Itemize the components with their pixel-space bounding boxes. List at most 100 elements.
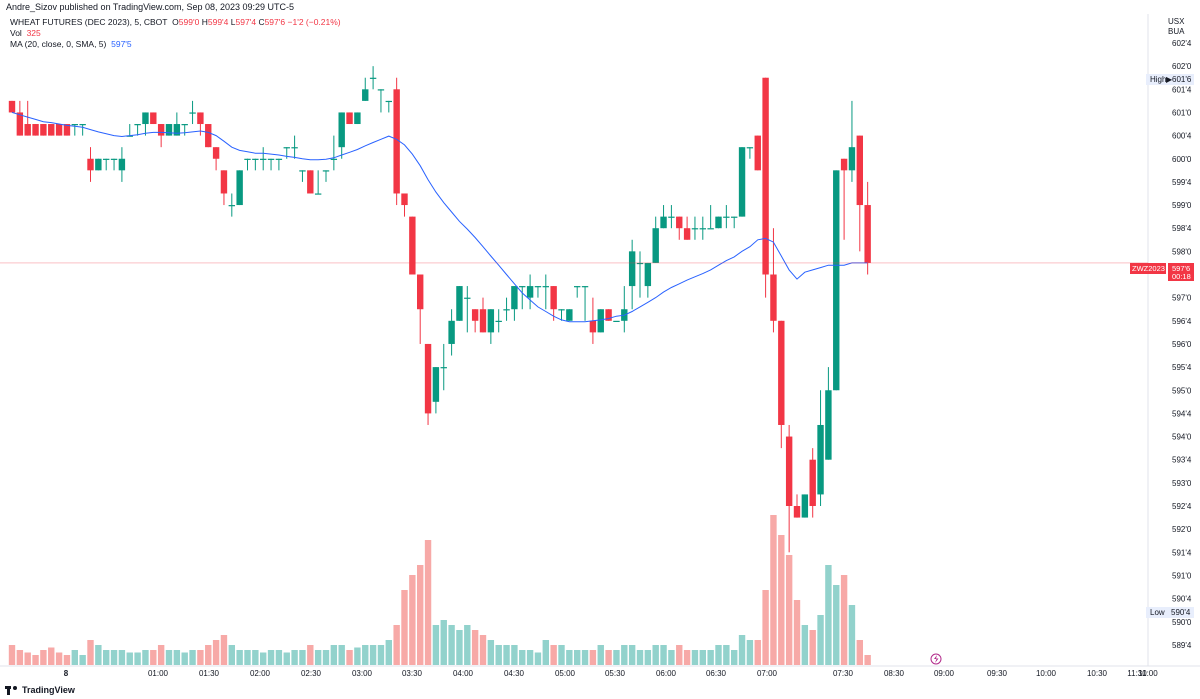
candle (550, 286, 557, 321)
candle-body (511, 286, 518, 310)
candle (330, 135, 338, 171)
volume-bar (746, 640, 754, 665)
volume-bar (424, 540, 432, 665)
legend-ma-label: MA (20, close, 0, SMA, 5) (10, 39, 107, 49)
candle (79, 124, 86, 136)
candle (228, 193, 235, 217)
candle-body (456, 286, 463, 321)
volume-bar (511, 645, 518, 665)
volume-bar (534, 652, 542, 665)
candle-body (487, 309, 495, 333)
time-tick-label: 08:30 (884, 669, 905, 678)
volume-bar (79, 655, 86, 665)
volume-bar (699, 650, 706, 665)
legend-ma-row: MA (20, close, 0, SMA, 5) 597'5 (10, 39, 341, 50)
last-price-badge: ZWZ2023 597'6 00:18 (1130, 263, 1194, 281)
candle-body (589, 320, 597, 333)
candle (785, 424, 793, 553)
candle (181, 124, 188, 136)
candle-body (809, 459, 816, 506)
candle-body (731, 216, 738, 218)
candle-body (723, 216, 730, 218)
price-tick-label: 591'4 (1172, 548, 1192, 557)
candle-body (165, 124, 173, 136)
legend-high: 599'4 (207, 17, 229, 27)
volume-bar (393, 625, 400, 665)
candle (354, 112, 361, 125)
candle (628, 239, 636, 310)
candle-body (291, 147, 298, 149)
candle-body (691, 228, 699, 230)
candle (668, 205, 675, 229)
volume-bar (173, 650, 181, 665)
candle-body (848, 147, 856, 171)
volume-bar (762, 590, 769, 665)
candle-body (503, 309, 510, 311)
candle-body (32, 124, 39, 136)
candle-body (597, 309, 604, 333)
time-axis[interactable]: 8 01:00 01:30 02:00 02:30 03:00 03:30 04:00 04:3… (64, 669, 1158, 678)
candle-body (307, 170, 314, 194)
time-tick-label: 09:30 (987, 669, 1008, 678)
candle-body (746, 147, 754, 149)
legend-close: 597'6 (264, 17, 286, 27)
tradingview-logo-icon (5, 685, 19, 695)
legend-vol-row: Vol 325 (10, 28, 341, 39)
candle (495, 309, 502, 333)
price-tick-label: 597'0 (1172, 294, 1192, 303)
candle-body (110, 158, 118, 160)
volume-bar (157, 645, 165, 665)
candle-body (574, 286, 581, 288)
unit-line-2: BUA (1168, 27, 1185, 36)
candle (597, 309, 604, 333)
candle-body (369, 77, 377, 79)
candle (833, 170, 840, 391)
candle (487, 309, 495, 344)
candle (793, 494, 801, 518)
time-tick-label: 03:30 (402, 669, 423, 678)
candle-body (628, 251, 636, 287)
volume-bar (644, 650, 652, 665)
volume-bar (683, 650, 691, 665)
candle-body (79, 124, 86, 126)
candle-body (432, 367, 440, 402)
candle-body (676, 216, 683, 229)
volume-bar (754, 640, 761, 665)
volume-bar (628, 645, 636, 665)
candle (566, 309, 573, 321)
legend-h-label: H (201, 17, 208, 27)
candle-body (660, 216, 667, 229)
candle-body (40, 124, 47, 136)
volume-bar (55, 652, 63, 665)
candle (385, 100, 392, 113)
candle-body (71, 124, 78, 126)
candle (770, 228, 777, 333)
candle (448, 309, 455, 356)
candle (746, 147, 754, 159)
volume-bar (48, 647, 55, 665)
volume-bar (731, 650, 738, 665)
candle-body (16, 112, 24, 136)
candle (212, 147, 220, 171)
candle-body (440, 367, 447, 369)
candle-body (354, 112, 361, 125)
tradingview-logo[interactable]: TradingView (5, 685, 75, 695)
volume-bar (825, 565, 832, 665)
candle-body (220, 170, 228, 194)
price-axis[interactable]: 602'4 602'0 601'4 601'0 600'4 600'0 599'4 599'0… (1172, 39, 1192, 650)
candle-body (644, 262, 652, 287)
candle (362, 77, 369, 101)
candle (8, 100, 16, 113)
volume-bar (267, 650, 275, 665)
candle (519, 286, 526, 310)
candle-body (346, 112, 353, 125)
candle (369, 66, 377, 90)
lightning-icon[interactable] (930, 653, 942, 665)
candle-body (833, 170, 840, 391)
currency-unit[interactable]: USX BUA (1168, 17, 1184, 37)
volume-bar (275, 650, 283, 665)
volume-bar (142, 650, 149, 665)
volume-bar (856, 640, 863, 665)
volume-bar (785, 555, 793, 665)
